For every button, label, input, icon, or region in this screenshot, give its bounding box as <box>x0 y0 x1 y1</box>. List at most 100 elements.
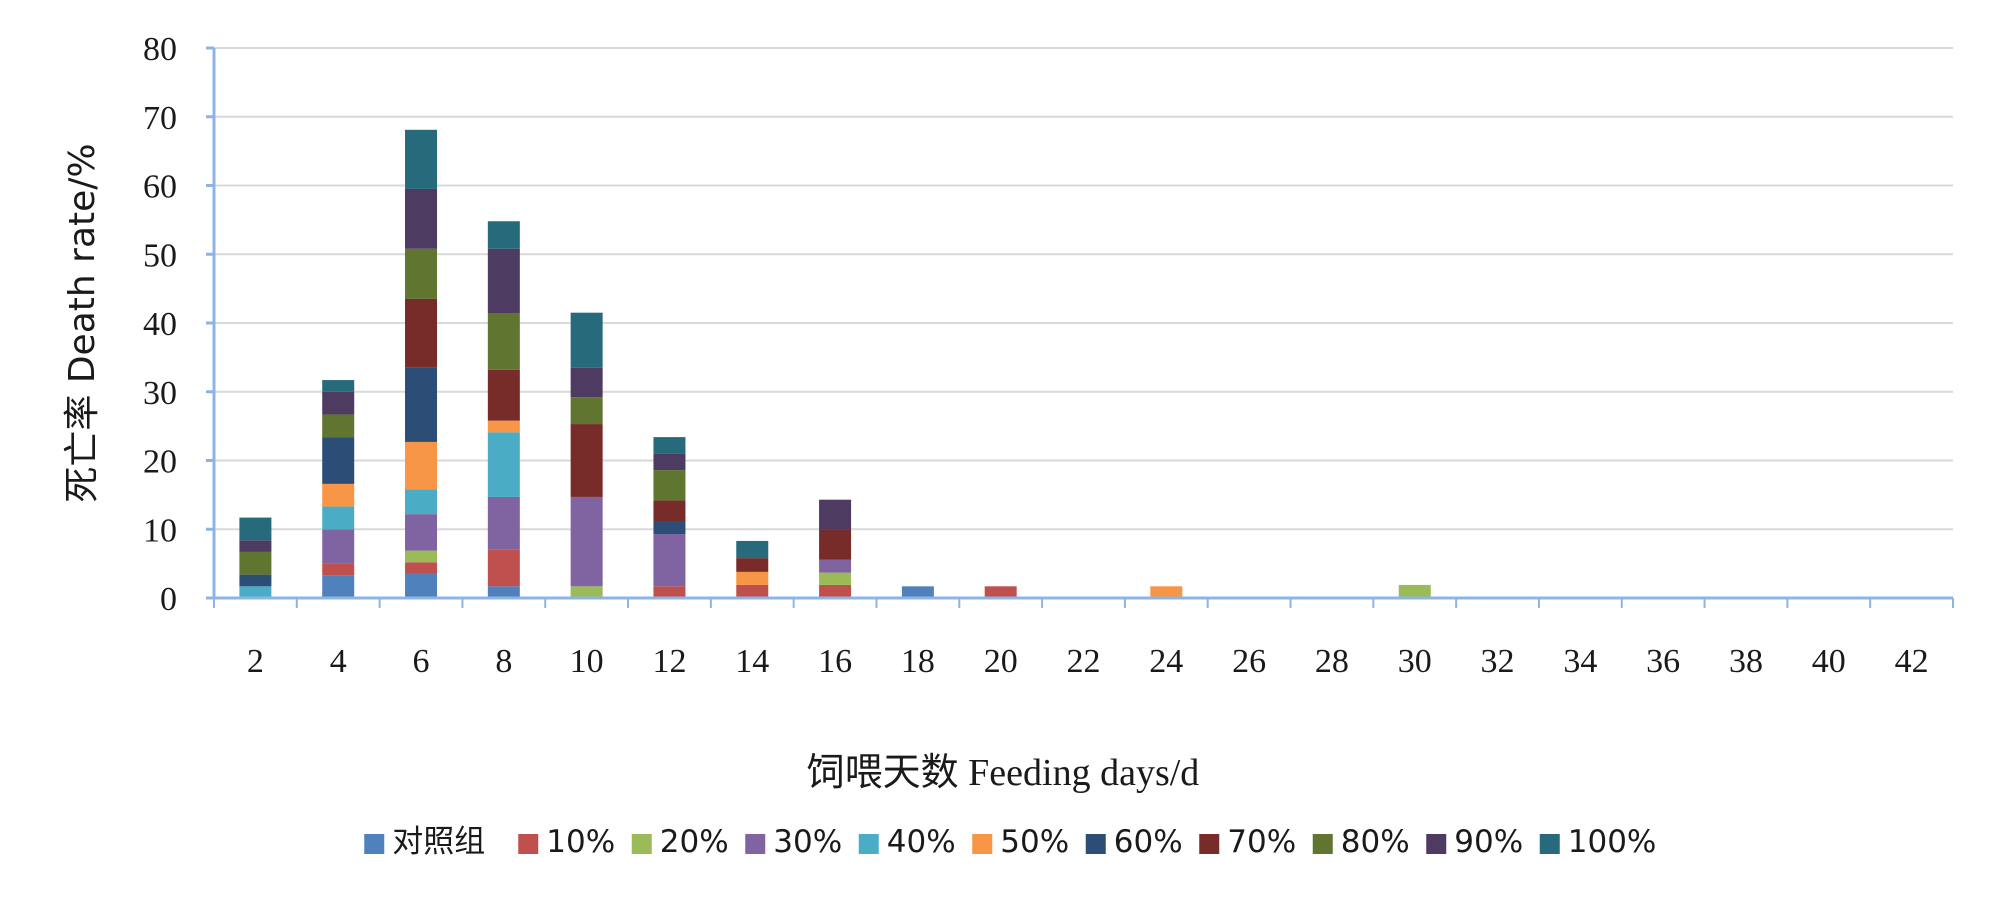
bar-segment <box>405 550 438 563</box>
bar-segment <box>736 571 769 585</box>
x-tick-label: 34 <box>1563 643 1597 680</box>
legend-swatch <box>745 834 766 854</box>
bar-segment <box>487 420 520 433</box>
bar-segment <box>405 248 438 299</box>
bar-segment <box>736 540 769 559</box>
legend-swatch <box>1426 834 1447 854</box>
legend-label: 10% <box>546 824 615 860</box>
bar-segment <box>322 483 355 507</box>
bar-segment <box>239 586 272 598</box>
legend-label: 70% <box>1227 824 1296 860</box>
y-axis-title: 死亡率 Death rate/% <box>62 143 103 502</box>
x-tick-label: 20 <box>984 643 1018 680</box>
x-tick-label: 12 <box>652 643 686 680</box>
x-tick-label: 28 <box>1315 643 1349 680</box>
bar-segment <box>239 551 272 575</box>
x-tick-label: 10 <box>570 643 604 680</box>
bar-segment <box>653 470 686 501</box>
bar-segment <box>1398 584 1431 598</box>
legend-swatch <box>972 834 993 854</box>
y-tick-label: 50 <box>143 237 177 274</box>
legend-label: 100% <box>1568 824 1657 860</box>
bar-segment <box>322 529 355 564</box>
legend-label: 50% <box>1000 824 1069 860</box>
x-tick-label: 18 <box>901 643 935 680</box>
bar-segment <box>570 586 603 598</box>
y-tick-label: 80 <box>143 31 177 68</box>
bar-segment <box>487 549 520 587</box>
bar-segment <box>487 313 520 370</box>
bar-segment <box>405 562 438 574</box>
bar-segment <box>819 499 852 530</box>
legend-swatch <box>631 834 652 854</box>
bar-segment <box>487 248 520 314</box>
legend-label: 30% <box>773 824 842 860</box>
bar-segment <box>570 424 603 497</box>
bar-layer <box>239 129 1431 598</box>
x-tick-label: 26 <box>1232 643 1266 680</box>
x-tick-label: 38 <box>1729 643 1763 680</box>
x-tick-label: 14 <box>735 643 769 680</box>
legend-label: 对照组 <box>392 824 485 860</box>
legend-swatch <box>1085 834 1106 854</box>
bar-segment <box>570 496 603 587</box>
legend-swatch <box>1539 834 1560 854</box>
bar-segment <box>736 558 769 572</box>
bar-segment <box>405 188 438 249</box>
bar-segment <box>653 586 686 598</box>
y-tick-label: 40 <box>143 306 177 343</box>
bar-segment <box>487 369 520 421</box>
bar-segment <box>901 586 934 598</box>
bar-segment <box>405 129 438 189</box>
bar-segment <box>322 575 355 598</box>
legend-label: 40% <box>887 824 956 860</box>
bar-segment <box>819 572 852 585</box>
legend-swatch <box>364 834 385 854</box>
bar-segment <box>487 586 520 598</box>
grid-lines <box>214 47 1953 531</box>
legend-swatch <box>1199 834 1220 854</box>
bar-segment <box>322 391 355 415</box>
x-axis-title: 饲喂天数 Feeding days/d <box>807 752 1200 794</box>
bar-segment <box>819 529 852 560</box>
bar-segment <box>570 367 603 398</box>
y-tick-label: 10 <box>143 512 177 549</box>
legend-label: 90% <box>1454 824 1523 860</box>
bar-segment <box>405 298 438 368</box>
bar-segment <box>322 437 355 484</box>
x-tick-label: 4 <box>330 643 347 680</box>
legend-swatch <box>1312 834 1333 854</box>
x-tick-label: 32 <box>1481 643 1515 680</box>
y-tick-label: 70 <box>143 100 177 137</box>
bar-segment <box>405 573 438 598</box>
bar-segment <box>487 432 520 497</box>
y-tick-label: 20 <box>143 444 177 481</box>
legend-label: 60% <box>1114 824 1183 860</box>
axes <box>206 46 1954 608</box>
x-tick-label: 16 <box>818 643 852 680</box>
y-tick-labels: 0 10 20 30 40 50 60 70 80 <box>143 31 177 618</box>
bar-segment <box>487 496 520 550</box>
legend-swatch <box>518 834 539 854</box>
bar-segment <box>653 500 686 521</box>
y-tick-label: 0 <box>160 581 177 618</box>
legend-label: 80% <box>1341 824 1410 860</box>
bar-segment <box>653 453 686 471</box>
bar-segment <box>487 221 520 249</box>
y-tick-label: 60 <box>143 169 177 206</box>
y-tick-label: 30 <box>143 375 177 412</box>
legend-swatch <box>858 834 879 854</box>
bar-segment <box>570 312 603 368</box>
bar-segment <box>405 367 438 442</box>
bar-segment <box>653 534 686 587</box>
bar-segment <box>405 441 438 490</box>
bar-segment <box>239 574 272 587</box>
x-tick-label: 2 <box>247 643 264 680</box>
legend: 对照组 10% 20% 30% 40% 50% 60% 70% 80% 90% 100% <box>364 824 1656 860</box>
x-tick-label: 8 <box>495 643 512 680</box>
x-tick-label: 22 <box>1067 643 1101 680</box>
bar-segment <box>239 517 272 541</box>
x-tick-label: 42 <box>1895 643 1929 680</box>
x-tick-label: 6 <box>413 643 430 680</box>
